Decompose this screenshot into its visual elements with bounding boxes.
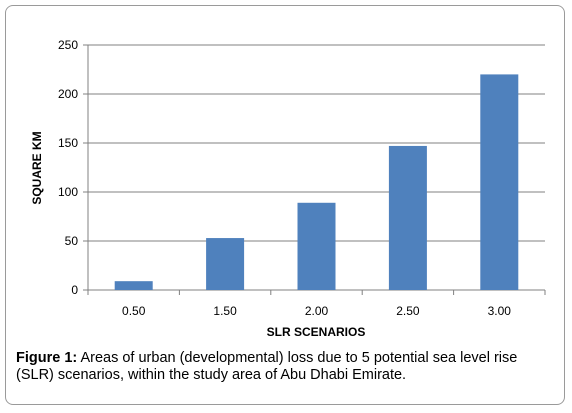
x-tick-label: 0.50 <box>122 304 146 318</box>
y-tick-label: 200 <box>58 87 78 101</box>
x-axis-title: SLR SCENARIOS <box>267 325 366 339</box>
x-tick-label: 2.50 <box>396 304 420 318</box>
bar-chart: 0 50 100 150 200 250 0.50 1.50 2.00 2.50 3.00 SLR… <box>30 38 546 339</box>
y-tick-labels: 0 50 100 150 200 250 <box>58 38 78 297</box>
y-tick-label: 250 <box>58 38 78 52</box>
x-tick-labels: 0.50 1.50 2.00 2.50 3.00 <box>122 304 511 318</box>
caption-label: Figure 1: <box>16 350 78 366</box>
bar-2.50 <box>388 145 427 290</box>
bar-0.50 <box>114 281 153 290</box>
y-tick-label: 50 <box>65 234 79 248</box>
y-tick-label: 100 <box>58 185 78 199</box>
caption-text: Areas of urban (developmental) loss due … <box>16 350 518 383</box>
y-tick-label: 0 <box>71 283 78 297</box>
x-tick-label: 3.00 <box>488 304 512 318</box>
bar-2.00 <box>297 202 336 290</box>
bar-1.50 <box>206 238 245 290</box>
figure-frame <box>5 5 565 405</box>
gridlines <box>83 44 546 295</box>
y-tick-label: 150 <box>58 136 78 150</box>
x-tick-label: 1.50 <box>213 304 237 318</box>
figure-caption: Figure 1: Areas of urban (developmental)… <box>16 350 556 384</box>
bars <box>114 74 519 291</box>
bar-3.00 <box>480 74 519 291</box>
y-axis-title: SQUARE KM <box>30 131 44 204</box>
x-tick-label: 2.00 <box>305 304 329 318</box>
